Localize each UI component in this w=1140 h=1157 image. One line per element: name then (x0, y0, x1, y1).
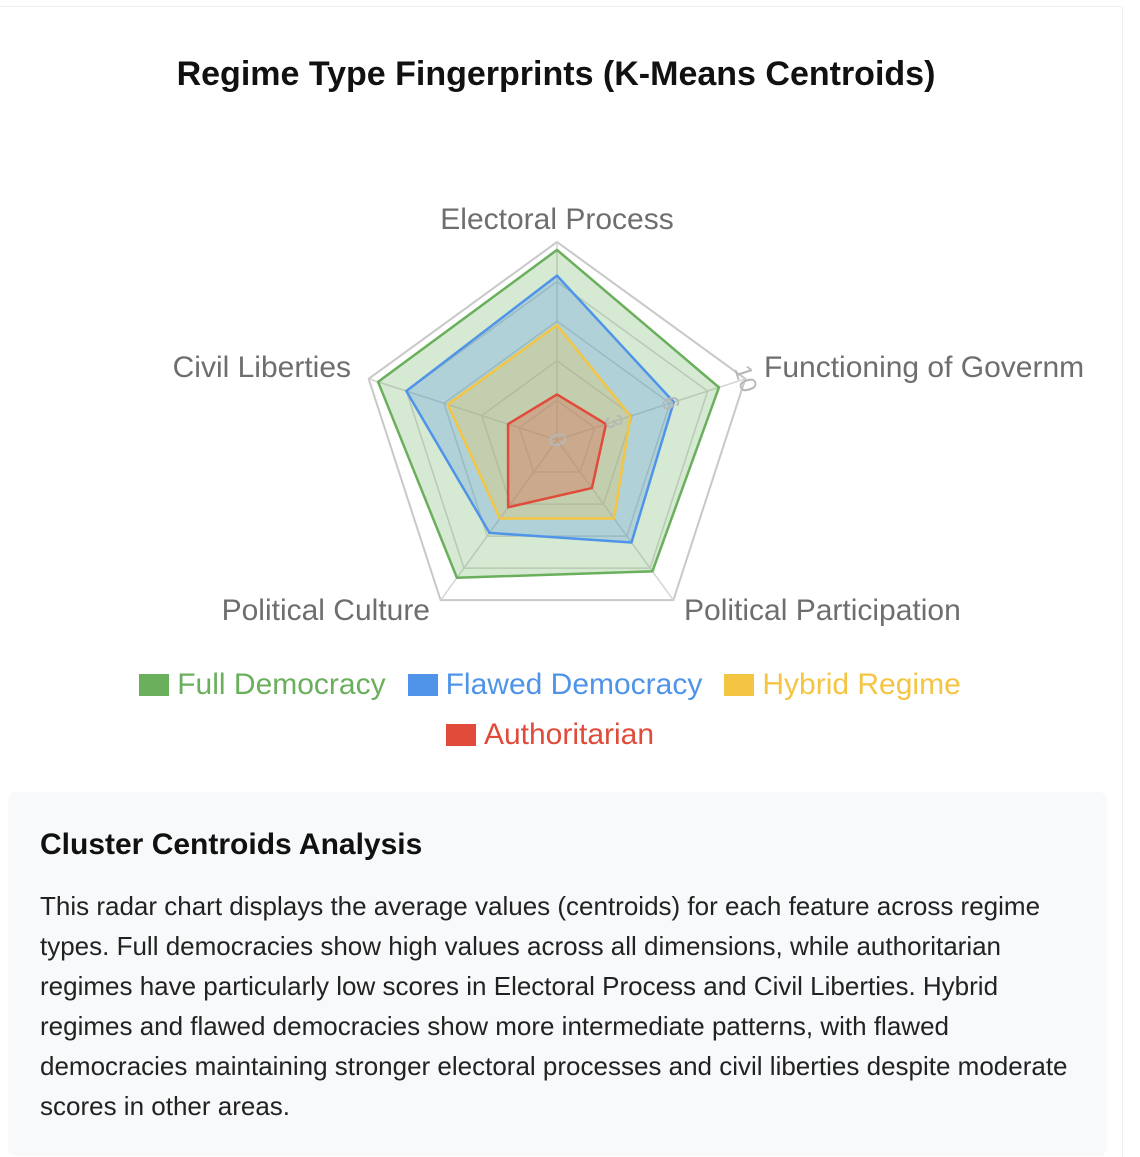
grid-ring (480, 359, 634, 505)
legend-label: Hybrid Regime (762, 668, 961, 701)
grid-ring (518, 399, 596, 473)
grid-spoke (556, 439, 674, 601)
legend-swatch (445, 724, 476, 746)
legend-label: Full Democracy (177, 668, 386, 701)
analysis-panel: Cluster Centroids Analysis This radar ch… (8, 792, 1107, 1156)
axis-label: Civil Liberties (173, 351, 351, 384)
legend-item[interactable]: Hybrid Regime (724, 667, 961, 703)
radial-tick-label: 10 (728, 362, 762, 396)
analysis-heading: Cluster Centroids Analysis (40, 828, 423, 861)
legend-item[interactable]: Full Democracy (139, 667, 386, 703)
axis-label: Functioning of Governm (764, 351, 1084, 384)
legend-item[interactable]: Authoritarian (445, 717, 655, 753)
grid-ring (367, 240, 747, 602)
chart-legend: Full Democracy Flawed Democracy Hybrid Reg… (100, 667, 1000, 753)
grid-spoke (556, 378, 746, 441)
legend-label: Authoritarian (483, 718, 655, 751)
radar-axis-labels: Electoral Process Functioning of Governm P… (173, 203, 1085, 627)
legend-swatch (139, 674, 170, 696)
analysis-text: This radar chart displays the average va… (40, 891, 1068, 1121)
series-area (405, 274, 676, 544)
chart-title: Regime Type Fingerprints (K-Means Centro… (176, 55, 936, 93)
legend-item[interactable]: Flawed Democracy (407, 667, 703, 703)
series-area (376, 248, 721, 580)
axis-label: Electoral Process (440, 203, 673, 236)
axis-label: Political Culture (222, 594, 430, 627)
legend-swatch (407, 674, 438, 696)
legend-label: Flawed Democracy (445, 668, 703, 701)
grid-spoke (440, 439, 558, 601)
radar-series (376, 248, 721, 580)
axis-label: Political Participation (684, 594, 961, 627)
grid-spoke (368, 378, 558, 441)
series-area (446, 323, 632, 520)
legend-swatch (724, 674, 755, 696)
grid-ring (443, 320, 671, 537)
series-area (506, 393, 608, 509)
